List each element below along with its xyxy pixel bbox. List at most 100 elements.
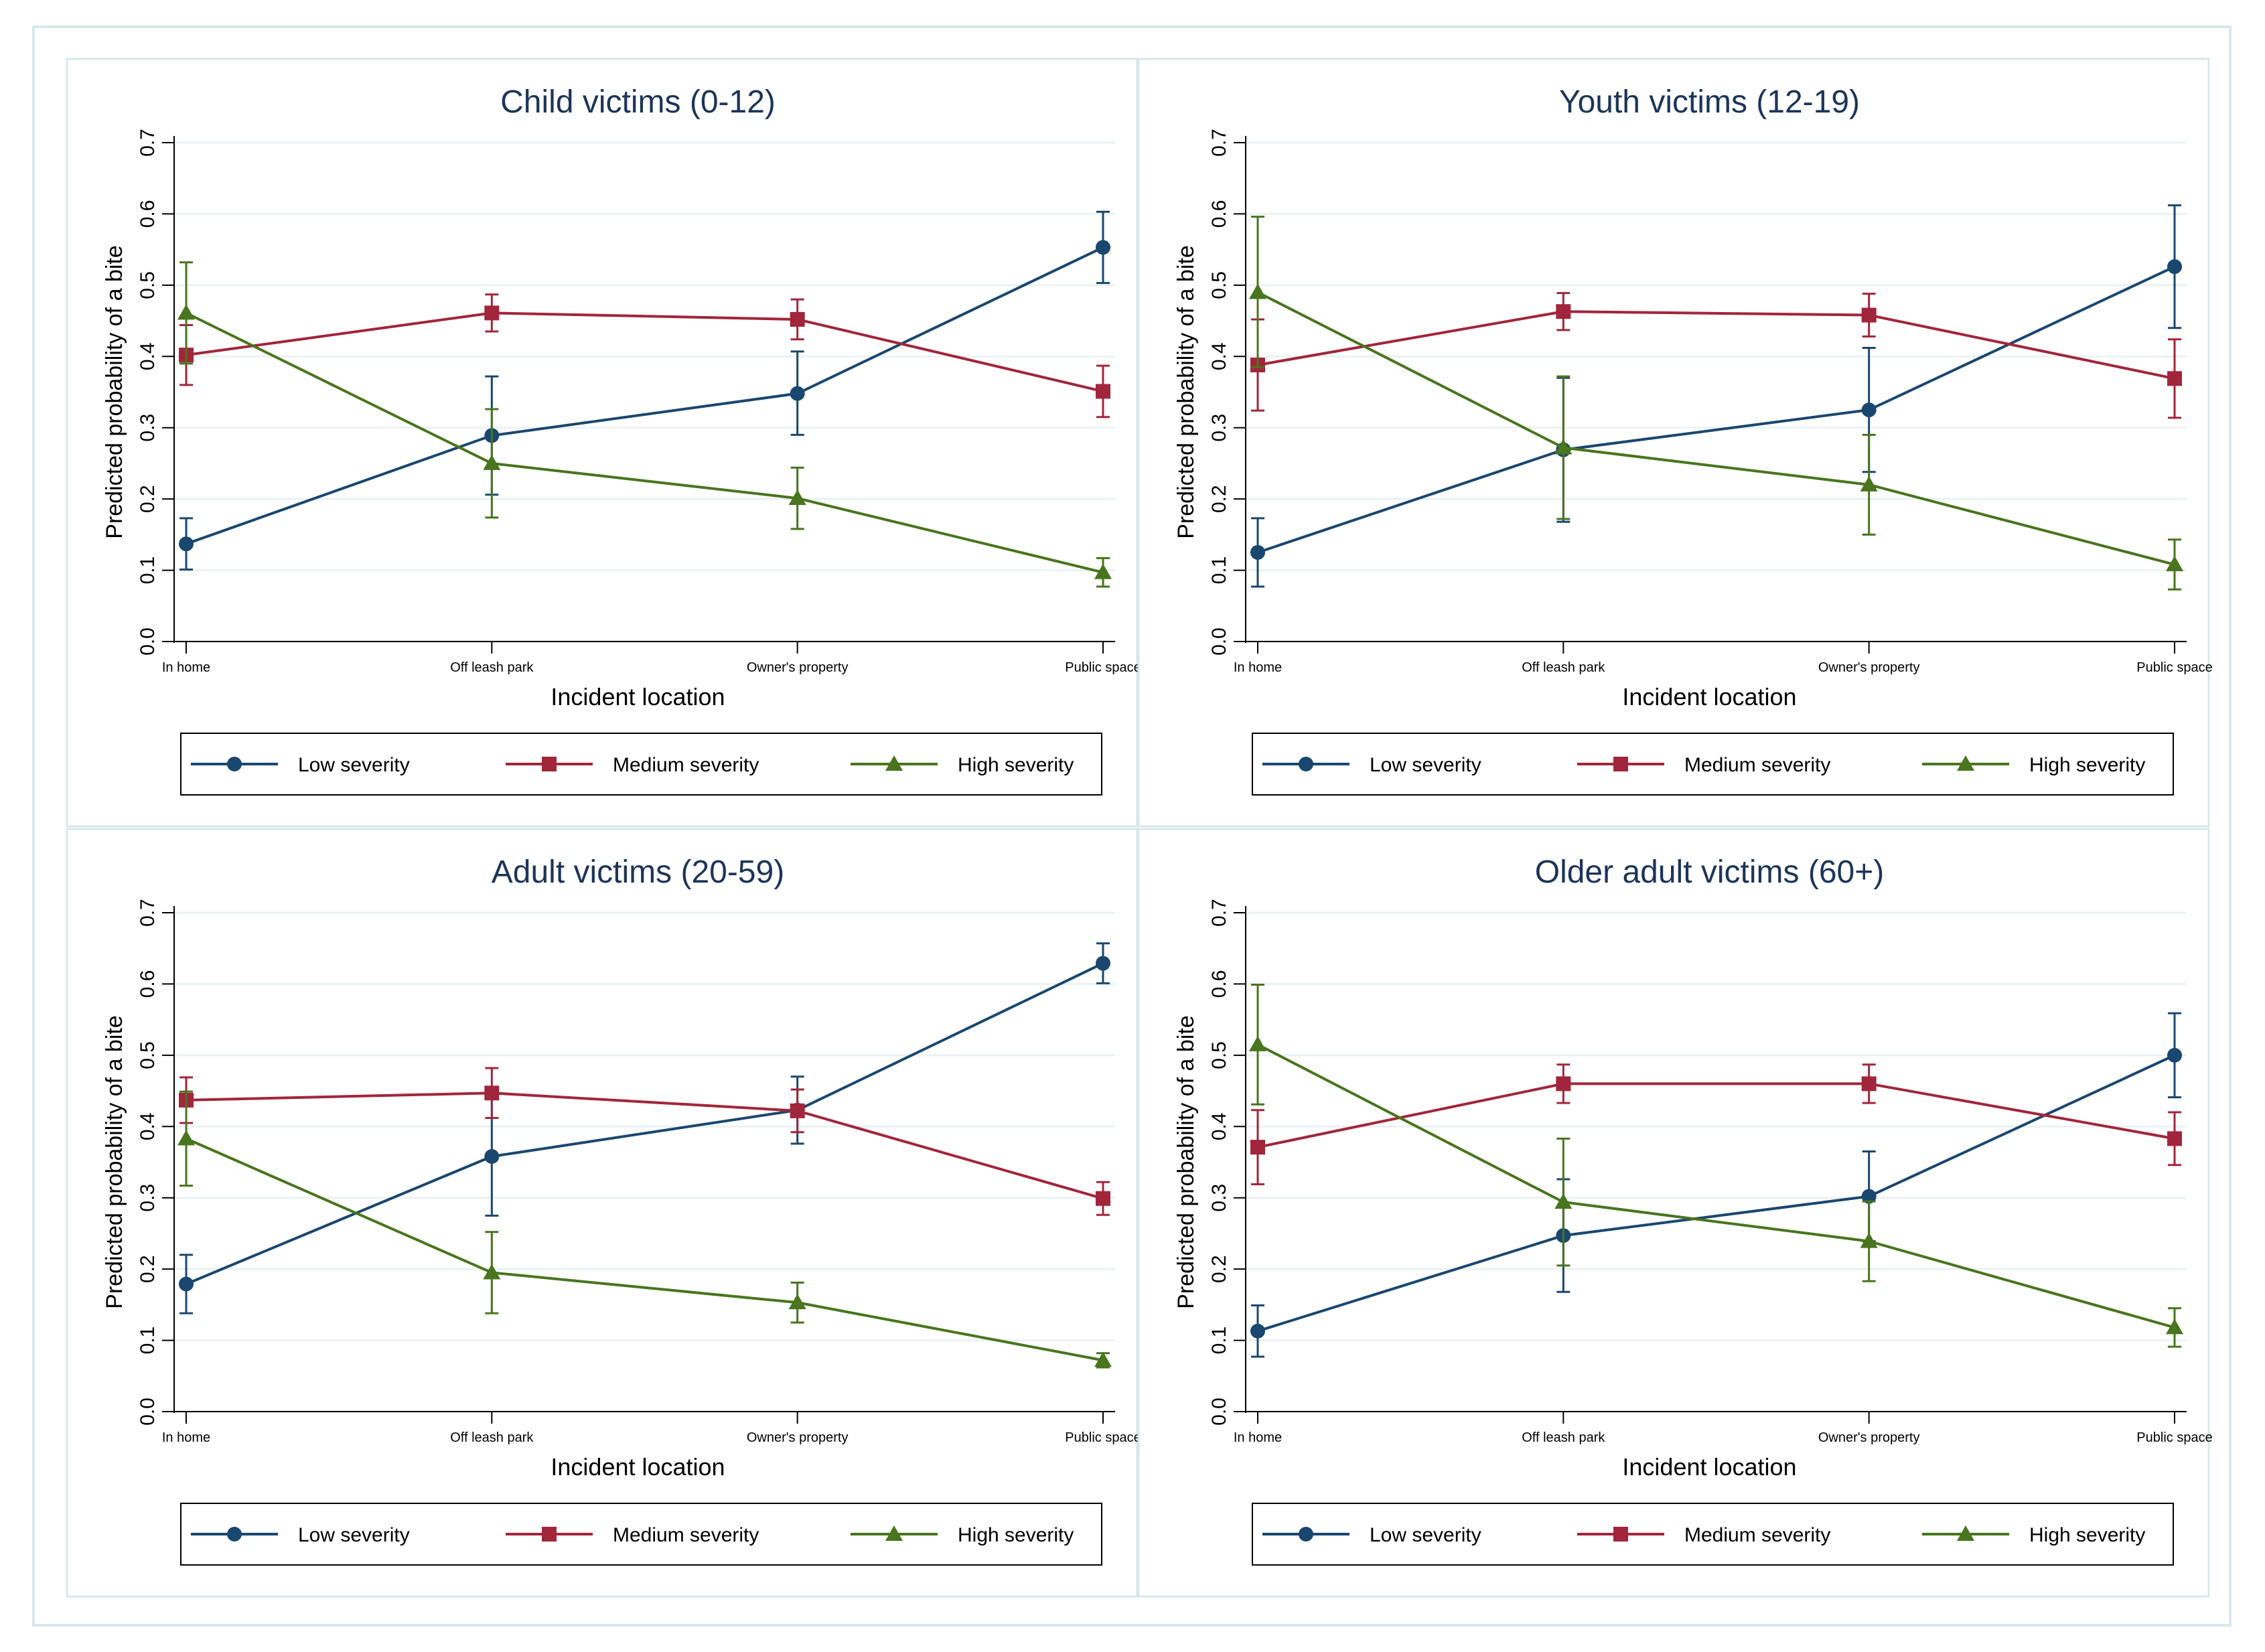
y-tick-label: 0.1	[1208, 1327, 1230, 1355]
x-tick-label: Owner's property	[1818, 660, 1920, 675]
series-high	[177, 1090, 1112, 1369]
y-tick-label: 0.7	[137, 899, 159, 927]
y-tick-label: 0.6	[1208, 970, 1230, 998]
x-tick-label: Owner's property	[747, 660, 849, 675]
legend-box	[180, 733, 1102, 796]
series-medium	[179, 1067, 1110, 1216]
y-axis-label: Predicted probability of a bite	[102, 245, 127, 538]
data-point	[788, 490, 806, 506]
y-tick-label: 0.5	[137, 271, 159, 299]
y-tick-label: 0.7	[1208, 129, 1230, 157]
legend-item-high: High severity	[1922, 1524, 2145, 1546]
series-line	[186, 311, 1104, 393]
x-tick-label: In home	[162, 1430, 210, 1445]
chart-panel-2: Youth victims (12-19) 0.0 0.1 0.2 0.3 0.4 0.5 0…	[1137, 58, 2213, 828]
data-point	[2167, 259, 2182, 275]
x-axis-label: Incident location	[1622, 683, 1796, 710]
y-tick-label: 0.3	[1208, 1184, 1230, 1212]
data-point	[2166, 556, 2183, 572]
series-line	[186, 962, 1104, 1286]
legend-label: High severity	[2029, 754, 2145, 776]
data-point	[1556, 304, 1571, 319]
chart-title: Child victims (0-12)	[500, 84, 776, 120]
y-axis-label: Predicted probability of a bite	[1173, 245, 1199, 538]
data-point	[1094, 563, 1112, 579]
y-tick-label: 0.7	[137, 129, 159, 157]
y-tick-label: 0.4	[1208, 342, 1230, 370]
x-tick-label: In home	[162, 660, 210, 675]
data-point	[484, 1148, 500, 1164]
data-point	[1096, 1191, 1110, 1206]
y-tick-label: 0.2	[137, 485, 159, 513]
legend: Low severity Medium severity High severity	[1252, 1503, 2174, 1566]
series-line	[1257, 310, 2175, 380]
y-axis-label: Predicted probability of a bite	[1173, 1015, 1199, 1308]
legend-label: Medium severity	[613, 754, 759, 776]
legend-marker	[227, 1527, 242, 1542]
data-point	[2167, 371, 2182, 386]
legend-marker	[542, 1527, 557, 1542]
x-tick-label: Public space	[1065, 1430, 1141, 1445]
series-line	[1257, 1054, 2175, 1333]
data-point	[177, 304, 195, 320]
y-tick-label: 0.0	[137, 627, 159, 656]
x-tick-label: Off leash park	[1522, 660, 1605, 675]
data-point	[1096, 956, 1110, 971]
chart-panels: Child victims (0-12) 0.0 0.1 0.2 0.3 0.4 0.5 0.…	[66, 58, 2213, 1598]
data-point	[1860, 1232, 1878, 1248]
data-point	[1860, 475, 1878, 492]
legend-label: Medium severity	[1684, 754, 1830, 776]
series-medium	[1250, 292, 2182, 419]
data-point	[1249, 283, 1266, 299]
panel-frame	[1137, 58, 2210, 828]
data-point	[1554, 439, 1573, 455]
legend-label: High severity	[958, 754, 1074, 776]
data-point	[2167, 1131, 2182, 1146]
y-tick-label: 0.0	[137, 1398, 159, 1426]
legend-marker	[1299, 1527, 1313, 1542]
legend-label: Low severity	[298, 754, 410, 776]
panel-frame	[1137, 828, 2210, 1598]
series-medium	[1250, 1063, 2182, 1185]
x-tick-label: Off leash park	[1522, 1430, 1605, 1445]
y-tick-label: 0.6	[137, 970, 159, 998]
x-tick-label: Off leash park	[450, 660, 534, 675]
legend-label: High severity	[958, 1524, 1074, 1546]
legend-item-high: High severity	[1922, 754, 2145, 776]
legend-label: Medium severity	[1684, 1524, 1830, 1546]
data-point	[2167, 1047, 2182, 1063]
legend-marker	[1299, 757, 1313, 771]
data-point	[179, 536, 194, 552]
chart-panel-4: Older adult victims (60+) 0.0 0.1 0.2 0.3 0.4…	[1137, 828, 2213, 1598]
chart-panel-3: Adult victims (20-59) 0.0 0.1 0.2 0.3 0.4 0.5 0…	[66, 828, 1141, 1598]
legend-marker	[542, 757, 557, 771]
legend: Low severity Medium severity High severity	[180, 733, 1102, 796]
legend-box	[1252, 733, 2174, 796]
data-point	[1861, 402, 1877, 418]
series-line	[186, 1092, 1104, 1200]
y-tick-label: 0.1	[137, 1327, 159, 1355]
series-low	[179, 210, 1110, 571]
legend-item-low: Low severity	[1262, 1524, 1481, 1546]
series-high	[1249, 983, 2183, 1348]
x-tick-label: Owner's property	[747, 1430, 849, 1445]
y-tick-label: 0.0	[1208, 627, 1230, 656]
y-tick-label: 0.0	[1208, 1398, 1230, 1426]
data-point	[177, 1130, 195, 1146]
series-line	[186, 246, 1104, 546]
data-point	[1554, 1193, 1573, 1209]
data-point	[1096, 384, 1110, 399]
legend-item-low: Low severity	[191, 754, 410, 776]
x-tick-label: Public space	[1065, 660, 1141, 675]
x-axis-label: Incident location	[551, 1453, 725, 1481]
y-tick-label: 0.3	[1208, 414, 1230, 442]
y-tick-label: 0.5	[137, 1041, 159, 1069]
y-tick-label: 0.2	[1208, 1255, 1230, 1283]
series-line	[1257, 1043, 2175, 1329]
x-tick-label: Owner's property	[1818, 1430, 1920, 1445]
legend-marker	[1957, 755, 1974, 771]
legend-item-medium: Medium severity	[1577, 754, 1830, 776]
y-tick-label: 0.4	[1208, 1112, 1230, 1140]
chart-panel-1: Child victims (0-12) 0.0 0.1 0.2 0.3 0.4 0.5 0.…	[66, 58, 1141, 828]
